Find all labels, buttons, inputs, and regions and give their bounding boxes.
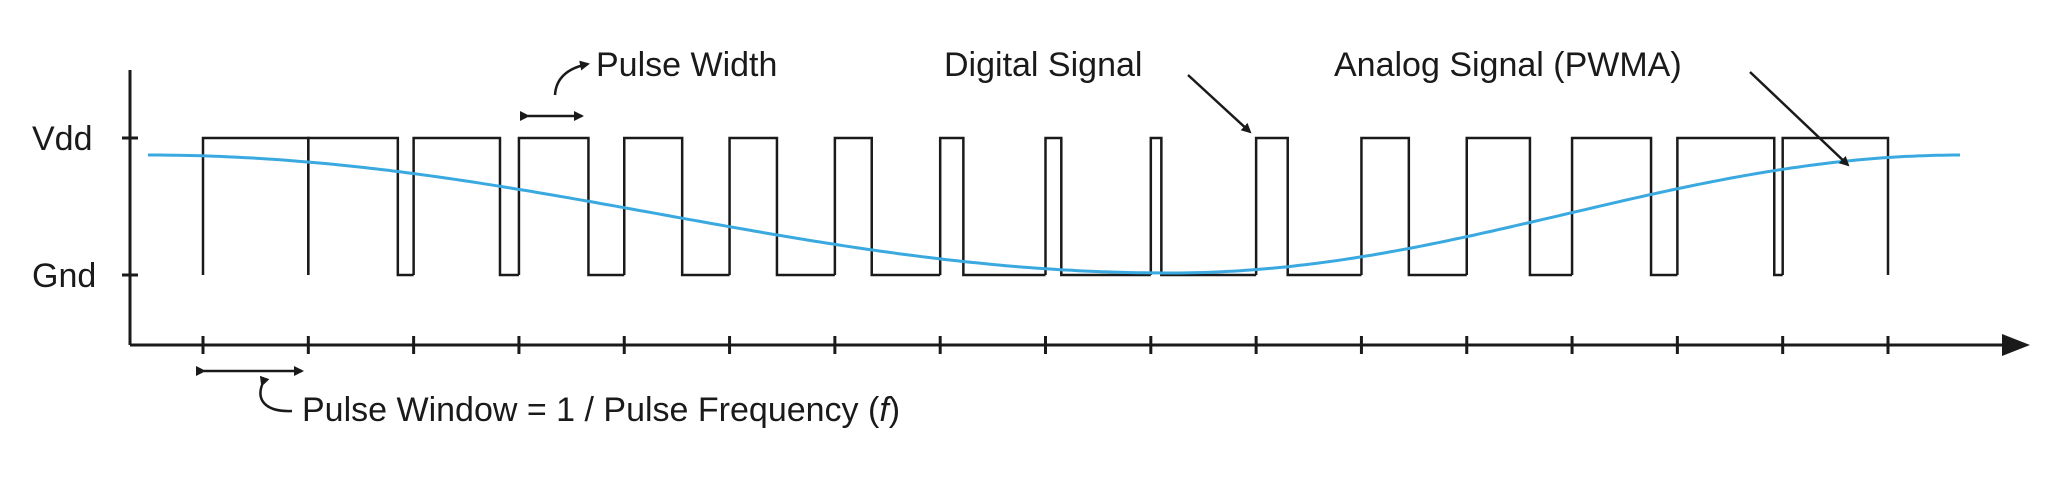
x-axis-ticks (201, 336, 1890, 354)
vdd-label: Vdd (32, 120, 93, 158)
digital-signal-trace (201, 136, 1890, 277)
analog-signal-curve (148, 153, 1960, 275)
pulse (1044, 136, 1151, 277)
gnd-label: Gnd (32, 257, 96, 295)
pulse (517, 136, 625, 277)
pulse-window-label: Pulse Window = 1 / Pulse Frequency (f) (302, 391, 900, 429)
pulse-window-leader (259, 375, 293, 413)
pulse-width-label: Pulse Width (596, 46, 777, 84)
pulse (412, 136, 519, 277)
pulse (1676, 136, 1783, 277)
x-axis-arrow-icon (2002, 334, 2030, 356)
digital-signal-leader (1187, 74, 1252, 134)
pulse (1254, 136, 1362, 277)
pulse (307, 136, 414, 277)
pulse (1149, 136, 1257, 277)
pulse (833, 136, 941, 277)
analog-signal-leader (1749, 71, 1850, 167)
pulse (1570, 136, 1678, 277)
pulse (938, 136, 1046, 277)
digital-signal-label: Digital Signal (944, 46, 1142, 84)
pulse (728, 136, 835, 277)
analog-signal-label: Analog Signal (PWMA) (1334, 46, 1682, 84)
pulse-width-leader (553, 60, 590, 96)
pulse (1465, 136, 1573, 277)
pulse (623, 136, 730, 277)
pulse (1360, 136, 1467, 277)
pulse (1781, 136, 1890, 275)
